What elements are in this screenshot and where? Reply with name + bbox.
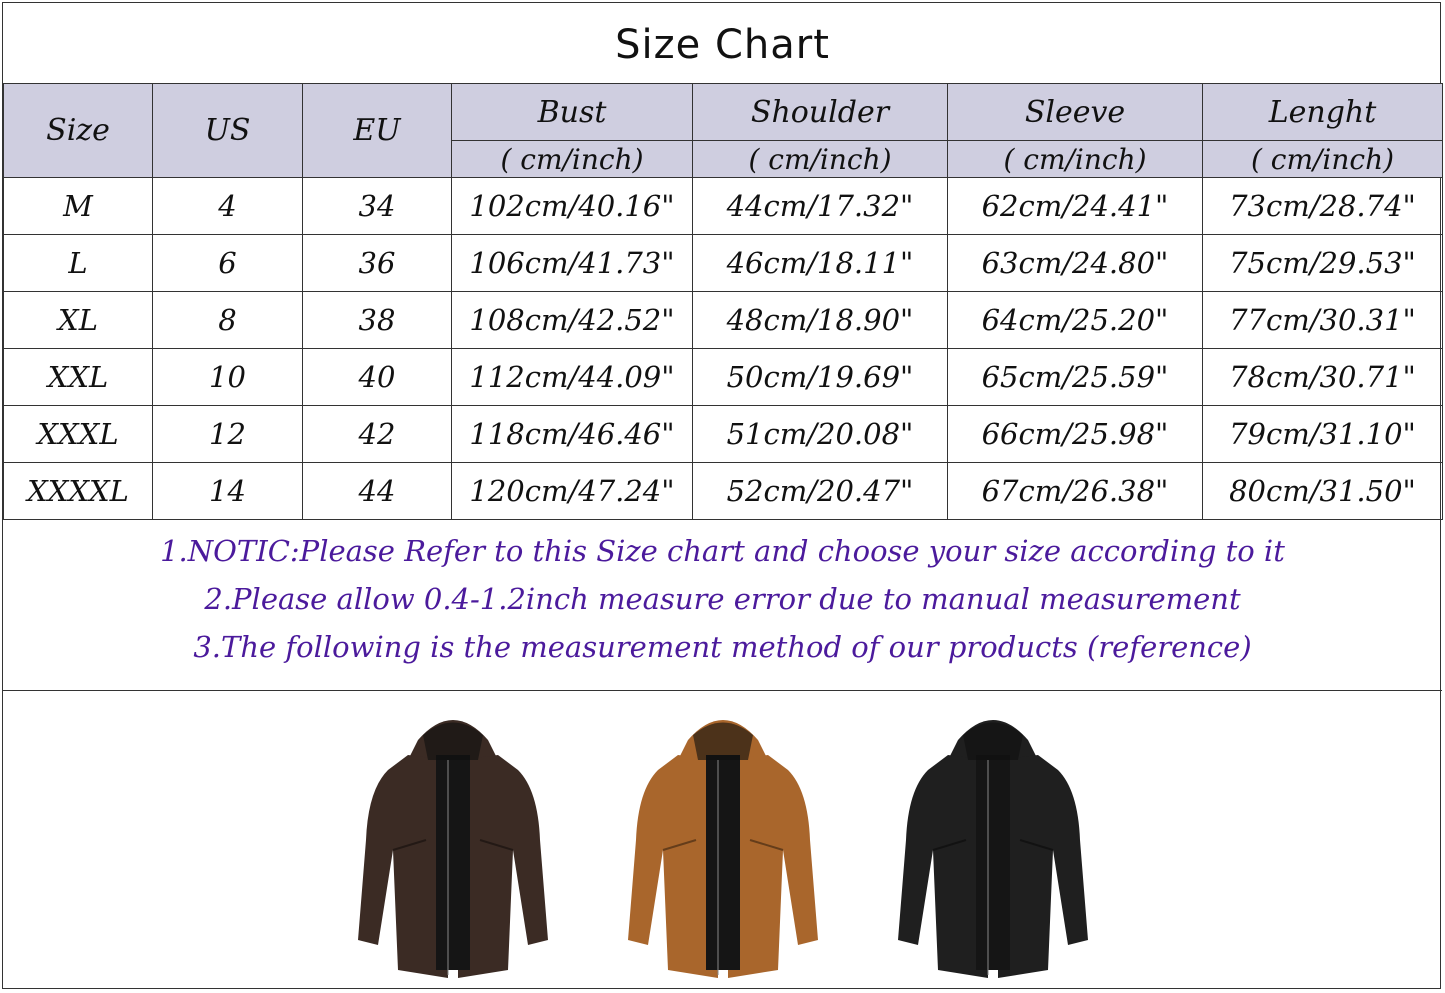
table-row: XXXXL 14 44 120cm/47.24" 52cm/20.47" 67cm/26.… (3, 462, 1443, 520)
table-cell: 48cm/18.90" (692, 291, 948, 349)
chart-title: Size Chart (615, 22, 830, 68)
table-cell: XXL (3, 348, 153, 406)
table-cell: 42 (302, 405, 452, 463)
table-cell: 6 (152, 234, 303, 292)
table-cell: 14 (152, 462, 303, 520)
header-shoulder: Shoulder (692, 83, 948, 141)
black-leather-jacket-image (888, 700, 1098, 984)
table-cell: 65cm/25.59" (947, 348, 1203, 406)
table-cell: XXXL (3, 405, 153, 463)
table-cell: M (3, 177, 153, 235)
table-cell: 64cm/25.20" (947, 291, 1203, 349)
table-cell: 52cm/20.47" (692, 462, 948, 520)
note-1: 1.NOTIC:Please Refer to this Size chart … (160, 534, 1285, 568)
table-cell: 66cm/25.98" (947, 405, 1203, 463)
table-cell: 38 (302, 291, 452, 349)
table-cell: 120cm/47.24" (451, 462, 693, 520)
header-sleeve: Sleeve (947, 83, 1203, 141)
table-cell: 34 (302, 177, 452, 235)
size-table: Size US EU Bust Shoulder Sleeve Lenght (… (3, 83, 1443, 520)
table-cell: 78cm/30.71" (1202, 348, 1443, 406)
table-cell: 108cm/42.52" (451, 291, 693, 349)
table-cell: 67cm/26.38" (947, 462, 1203, 520)
table-cell: 46cm/18.11" (692, 234, 948, 292)
table-cell: 10 (152, 348, 303, 406)
table-cell: 12 (152, 405, 303, 463)
table-cell: 8 (152, 291, 303, 349)
table-cell: 102cm/40.16" (451, 177, 693, 235)
header-size: Size (3, 83, 153, 178)
table-cell: 50cm/19.69" (692, 348, 948, 406)
table-cell: 44cm/17.32" (692, 177, 948, 235)
brown-leather-jacket-image (348, 700, 558, 984)
table-row: XL 8 38 108cm/42.52" 48cm/18.90" 64cm/25.20" 7… (3, 291, 1443, 349)
table-row: L 6 36 106cm/41.73" 46cm/18.11" 63cm/24.80" 75… (3, 234, 1443, 292)
header-us: US (152, 83, 303, 178)
table-row: M 4 34 102cm/40.16" 44cm/17.32" 62cm/24.41" 73… (3, 177, 1443, 235)
table-cell: 62cm/24.41" (947, 177, 1203, 235)
table-cell: 79cm/31.10" (1202, 405, 1443, 463)
header-eu: EU (302, 83, 452, 178)
header-length: Lenght (1202, 83, 1443, 141)
unit-label: ( cm/inch) (692, 140, 948, 178)
table-cell: 4 (152, 177, 303, 235)
table-cell: 40 (302, 348, 452, 406)
table-cell: 73cm/28.74" (1202, 177, 1443, 235)
table-cell: 44 (302, 462, 452, 520)
table-cell: 75cm/29.53" (1202, 234, 1443, 292)
table-cell: 106cm/41.73" (451, 234, 693, 292)
header-bust: Bust (451, 83, 693, 141)
table-cell: 80cm/31.50" (1202, 462, 1443, 520)
table-cell: 63cm/24.80" (947, 234, 1203, 292)
note-3: 3.The following is the measurement metho… (193, 630, 1252, 664)
table-cell: L (3, 234, 153, 292)
unit-label: ( cm/inch) (947, 140, 1203, 178)
unit-label: ( cm/inch) (451, 140, 693, 178)
unit-label: ( cm/inch) (1202, 140, 1443, 178)
table-cell: XXXXL (3, 462, 153, 520)
table-row: XXXL 12 42 118cm/46.46" 51cm/20.08" 66cm/25.9… (3, 405, 1443, 463)
tan-leather-jacket-image (618, 700, 828, 984)
notes: 1.NOTIC:Please Refer to this Size chart … (3, 525, 1442, 691)
table-cell: 36 (302, 234, 452, 292)
table-cell: 51cm/20.08" (692, 405, 948, 463)
table-cell: 112cm/44.09" (451, 348, 693, 406)
table-cell: 118cm/46.46" (451, 405, 693, 463)
table-row: XXL 10 40 112cm/44.09" 50cm/19.69" 65cm/25.59… (3, 348, 1443, 406)
table-cell: XL (3, 291, 153, 349)
product-images (3, 690, 1442, 988)
note-2: 2.Please allow 0.4-1.2inch measure error… (204, 582, 1241, 616)
table-cell: 77cm/30.31" (1202, 291, 1443, 349)
